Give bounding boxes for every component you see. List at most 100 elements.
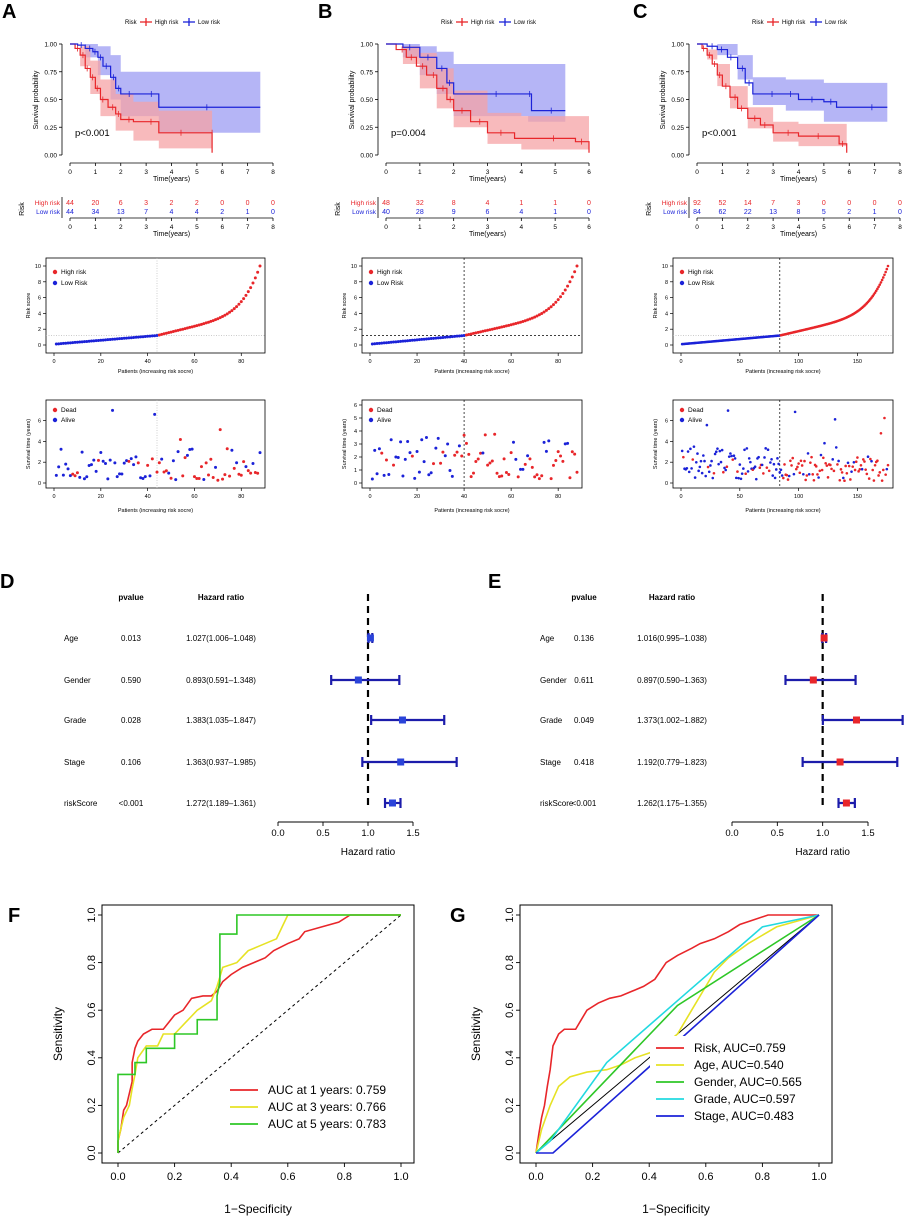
risk-high-count: 7 — [771, 200, 775, 207]
km-x-tick-label: 0 — [384, 169, 388, 176]
km-x-tick-label: 6 — [220, 169, 224, 176]
roc-curve — [536, 914, 820, 1154]
survival-dead-point — [809, 461, 812, 464]
riskscore-point — [420, 337, 424, 341]
riskscore-x-tick-label: 40 — [461, 359, 467, 365]
riskscore-point — [85, 339, 89, 343]
survival-dead-point — [232, 466, 236, 470]
survival-alive-point — [450, 474, 454, 478]
survival-dead-point — [242, 460, 246, 464]
survival-dead-point — [239, 473, 243, 477]
riskscore-point — [239, 300, 243, 304]
km-high-ci-band — [386, 44, 589, 153]
km-y-tick-label: 1.00 — [360, 42, 373, 49]
survival-alive-point — [817, 476, 820, 479]
risk-x-tick-label: 6 — [847, 224, 851, 231]
riskscore-point — [429, 337, 433, 341]
risk-high-count: 32 — [416, 200, 424, 207]
survival-alive-point — [417, 470, 421, 474]
forest-row-hr: 0.893(0.591–1.348) — [186, 676, 256, 685]
riskscore-point — [439, 336, 443, 340]
forest-x-tick-label: 0.0 — [271, 828, 284, 839]
riskscore-point — [878, 283, 882, 286]
riskscore-point — [253, 276, 257, 280]
riskscore-point — [373, 342, 377, 346]
riskscore-point — [497, 326, 501, 330]
forest-row-pvalue: 0.611 — [574, 676, 594, 685]
riskscore-point — [399, 339, 403, 343]
survival-dead-point — [533, 475, 537, 479]
roc-x-tick-label: 1.0 — [811, 1171, 826, 1183]
riskscore-point — [424, 337, 428, 341]
risk-x-tick-label: 0 — [695, 224, 699, 231]
survival-alive-point — [885, 467, 889, 471]
riskscore-legend-low-dot — [679, 280, 685, 286]
survival-dead-point — [798, 471, 802, 475]
roc-y-label: Sensitivity — [469, 1007, 483, 1061]
survival-alive-point — [718, 449, 722, 453]
risk-low-count: 8 — [797, 209, 801, 216]
forest-panel-E: pvalue Hazard ratio Age 0.136 1.016(0.995–1.… — [540, 593, 904, 858]
forest-col-pvalue: pvalue — [118, 593, 144, 602]
survival-dead-point — [862, 458, 865, 461]
survival-alive-point — [747, 457, 751, 460]
survival-dead-point — [844, 464, 847, 468]
risk-low-count: 1 — [873, 209, 877, 216]
risk-x-tick-label: 1 — [721, 224, 725, 231]
survival-alive-point — [842, 476, 845, 480]
riskscore-point — [118, 337, 122, 341]
roc-y-tick-label: 0.8 — [504, 955, 516, 970]
riskscore-point — [554, 300, 558, 304]
survival-x-tick-label: 40 — [145, 494, 151, 500]
survival-alive-point — [717, 462, 720, 466]
riskscore-point — [139, 335, 143, 339]
risk-low-count: 4 — [195, 209, 199, 216]
riskscore-point — [92, 339, 96, 343]
survival-dead-point — [474, 459, 478, 463]
riskscore-point — [167, 331, 171, 335]
survival-y-tick-label: 5 — [354, 416, 357, 422]
survival-alive-point — [457, 444, 461, 448]
riskscore-point — [108, 337, 112, 341]
forest-x-tick-label: 1.5 — [406, 828, 419, 839]
survival-legend-alive: Alive — [377, 417, 391, 424]
risk-x-tick-label: 5 — [553, 224, 557, 231]
roc-frame — [519, 904, 833, 1164]
survival-dead-point — [500, 474, 504, 478]
risk-low-count: 0 — [271, 209, 275, 216]
survival-legend-alive-dot — [368, 417, 374, 423]
survival-alive-point — [704, 474, 707, 478]
risk-high-count: 0 — [220, 200, 224, 207]
survival-dead-point — [483, 433, 487, 437]
survival-dead-point — [839, 468, 843, 471]
forest-row-name: Stage — [64, 758, 85, 767]
survival-dead-point — [847, 464, 851, 468]
roc-x-label: 1−Specificity — [224, 1202, 292, 1216]
km-pvalue: p<0.001 — [702, 128, 737, 139]
risk-x-tick-label: 2 — [452, 224, 456, 231]
survival-dead-point — [246, 469, 250, 473]
km-y-tick-label: 0.25 — [360, 125, 373, 132]
riskscore-y-tick-label: 0 — [665, 343, 668, 349]
km-legend-title: Risk — [441, 20, 454, 26]
survival-alive-point — [703, 459, 706, 463]
survival-alive-point — [134, 455, 138, 459]
riskscore-point — [160, 332, 164, 336]
roc-y-tick-label: 0.8 — [86, 955, 98, 970]
riskscore-x-label: Patients (increasing risk socre) — [118, 369, 193, 375]
riskscore-y-tick-label: 0 — [354, 343, 357, 349]
survival-alive-point — [106, 477, 110, 481]
survival-alive-point — [697, 469, 700, 473]
survival-y-tick-label: 6 — [354, 403, 357, 409]
riskscore-x-tick-label: 80 — [238, 359, 244, 365]
risk-high-count: 3 — [797, 200, 801, 207]
riskscore-point — [469, 332, 473, 336]
km-x-tick-label: 6 — [587, 169, 591, 176]
survival-y-label: Survival time (years) — [26, 419, 32, 469]
risk-low-count: 84 — [693, 209, 701, 216]
risk-low-count: 5 — [822, 209, 826, 216]
riskscore-x-tick-label: 20 — [98, 359, 104, 365]
km-legend-high: High risk — [782, 20, 806, 26]
roc-legend-label: Grade, AUC=0.597 — [694, 1092, 796, 1106]
riskscore-point — [575, 264, 579, 268]
